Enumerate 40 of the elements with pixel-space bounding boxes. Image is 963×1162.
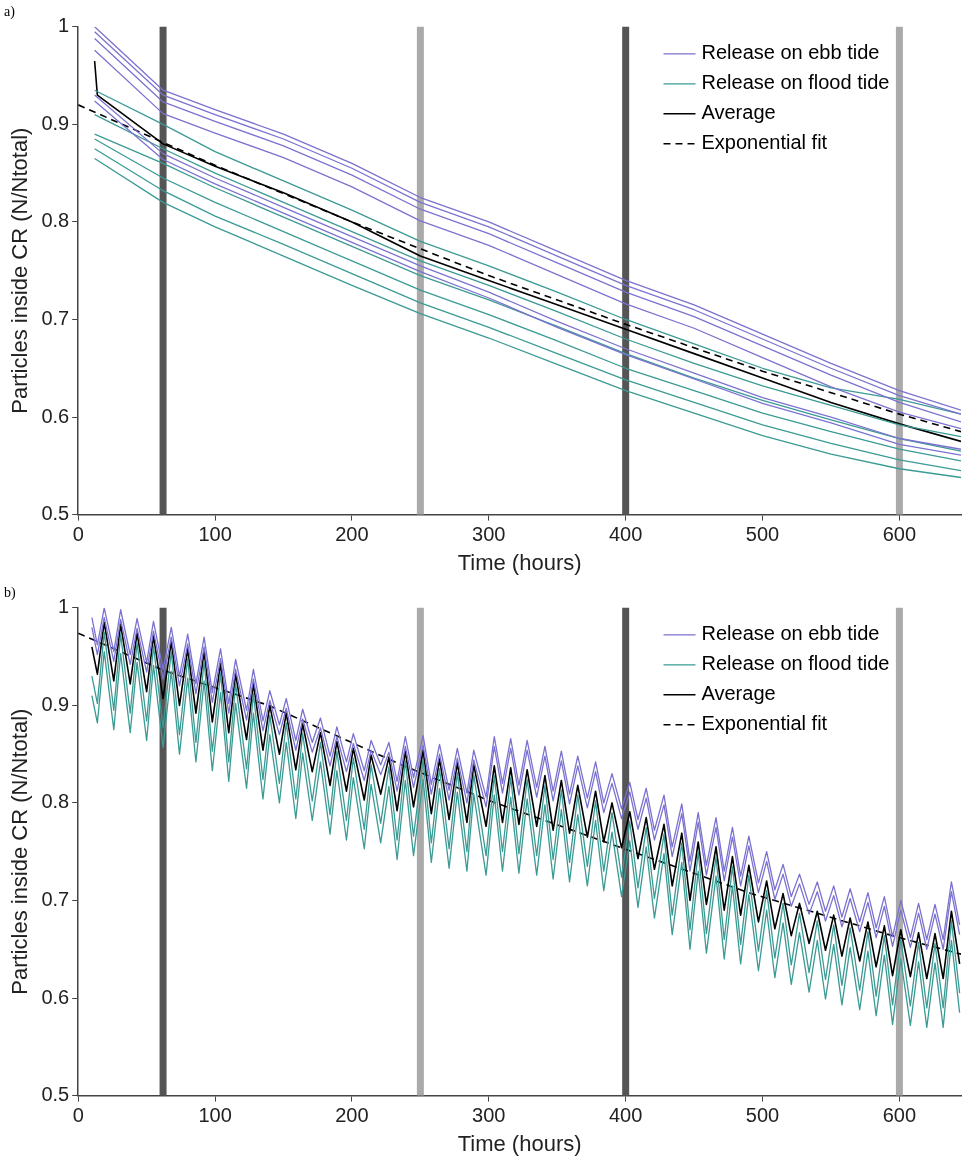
y-tick-label: 0.8 [41, 790, 70, 813]
legend-label: Release on flood tide [701, 652, 890, 675]
legend-label: Release on flood tide [701, 71, 890, 94]
x-tick-label: 0 [72, 1104, 84, 1127]
y-tick-label: 1 [58, 14, 70, 37]
y-tick-label: 0.7 [41, 888, 70, 910]
x-tick-label: 400 [608, 523, 643, 546]
y-tick-label: 0.9 [41, 111, 70, 134]
x-tick-label: 500 [745, 523, 780, 546]
legend-label: Average [701, 682, 776, 705]
x-axis-title: Time (hours) [457, 549, 582, 575]
x-tick-label: 0 [72, 523, 84, 546]
y-tick-label: 0.6 [41, 404, 70, 427]
x-tick-label: 400 [608, 1104, 643, 1127]
y-axis-title: Particles inside CR (N/Ntotal) [7, 708, 33, 995]
y-tick-label: 0.9 [41, 692, 70, 715]
x-tick-label: 200 [335, 1104, 369, 1127]
legend-label: Release on ebb tide [701, 41, 880, 64]
x-axis-title: Time (hours) [457, 1130, 582, 1156]
y-tick-label: 0.5 [41, 1083, 70, 1106]
x-tick-label: 300 [472, 1104, 506, 1127]
x-tick-label: 100 [198, 523, 232, 546]
x-tick-label: 300 [472, 523, 506, 546]
x-tick-label: 100 [198, 1104, 232, 1127]
y-tick-label: 1 [58, 595, 70, 618]
chart-title: a) [4, 4, 16, 21]
legend-label: Exponential fit [701, 131, 828, 154]
x-tick-label: 600 [882, 523, 917, 546]
y-tick-label: 0.6 [41, 985, 70, 1008]
y-axis-title: Particles inside CR (N/Ntotal) [7, 127, 33, 414]
legend-label: Average [701, 101, 776, 124]
y-tick-label: 0.8 [41, 209, 70, 232]
y-tick-label: 0.5 [41, 502, 70, 525]
x-tick-label: 600 [882, 1104, 917, 1127]
x-tick-label: 500 [745, 1104, 780, 1127]
x-tick-label: 200 [335, 523, 369, 546]
chart-title: b) [4, 585, 16, 602]
y-tick-label: 0.7 [41, 307, 70, 329]
legend-label: Release on ebb tide [701, 622, 880, 645]
legend-label: Exponential fit [701, 712, 828, 735]
